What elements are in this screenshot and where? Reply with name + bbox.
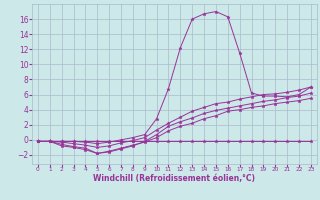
X-axis label: Windchill (Refroidissement éolien,°C): Windchill (Refroidissement éolien,°C) — [93, 174, 255, 183]
